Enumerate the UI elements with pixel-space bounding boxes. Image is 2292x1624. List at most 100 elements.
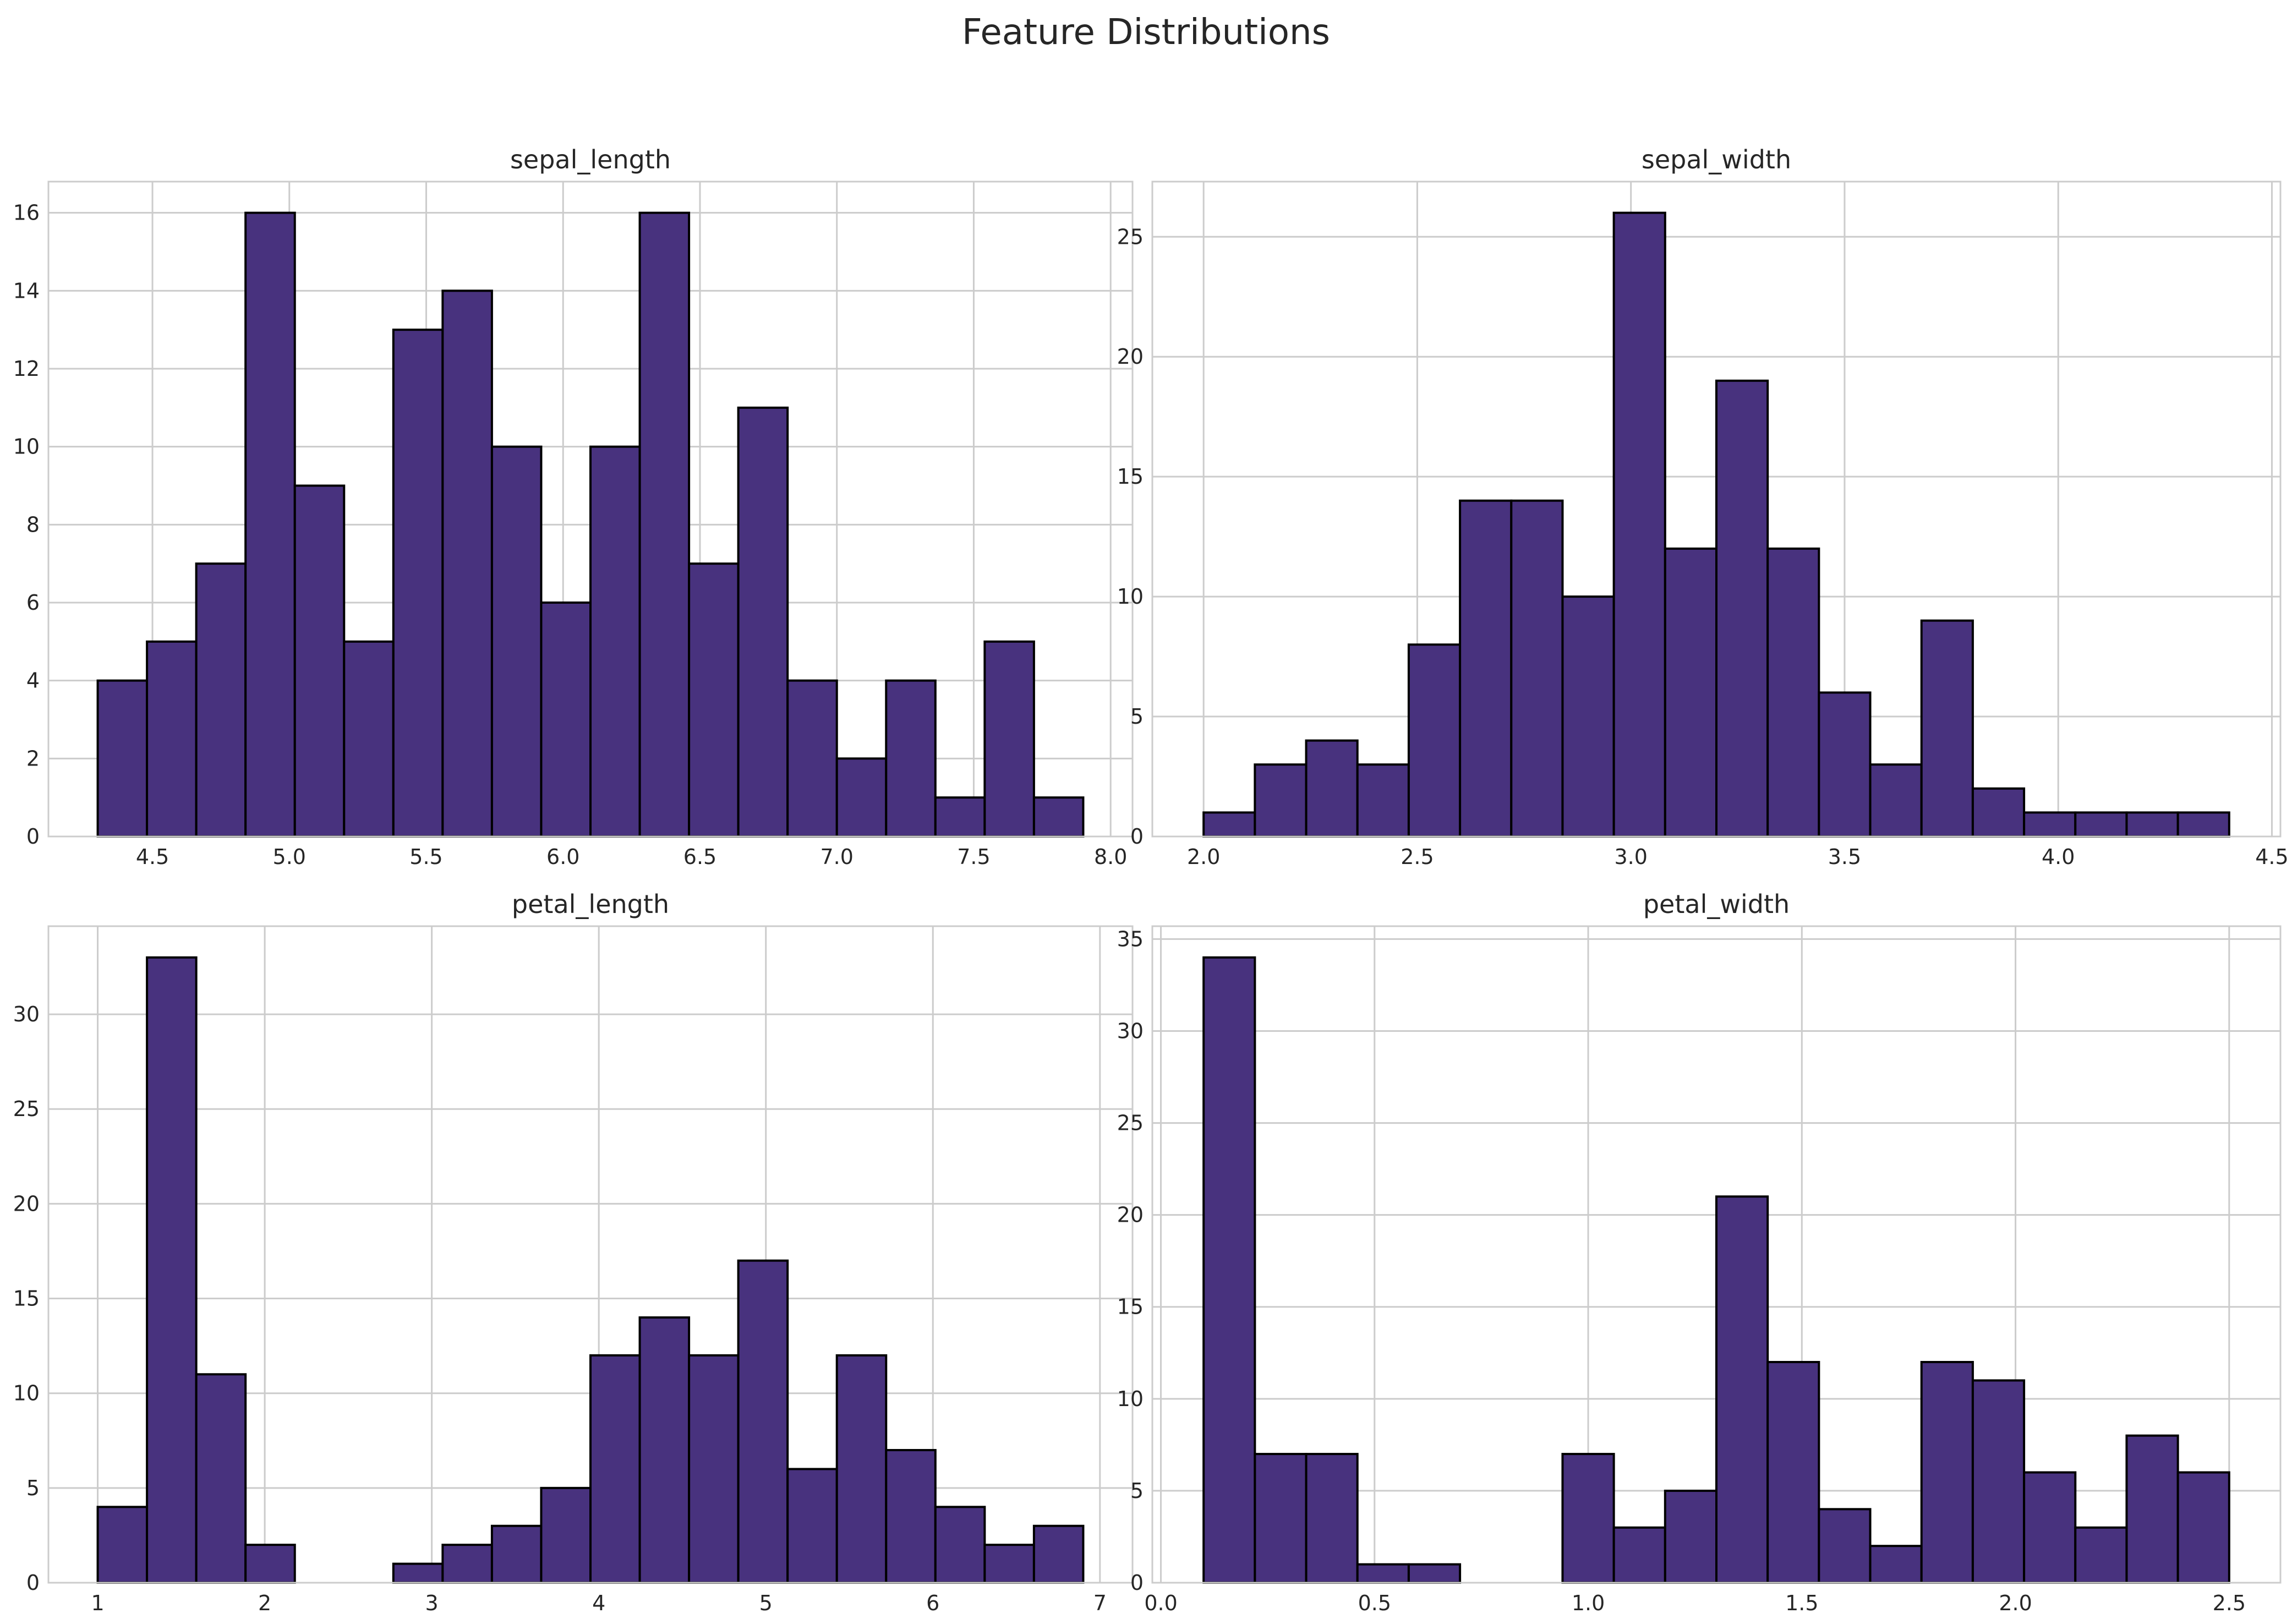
y-tick-label: 5 (26, 1476, 40, 1500)
y-tick-label: 30 (13, 1002, 40, 1026)
y-tick-label: 15 (1117, 464, 1144, 489)
histogram-bar (1664, 1489, 1717, 1584)
histogram-panel-petal-length: petal_length 1 2 3 4 5 6 7 0 5 10 15 20 25 30 (13, 889, 1134, 1615)
histogram-bar (2023, 1471, 2077, 1584)
x-tick-label: 2 (258, 1591, 271, 1615)
histogram-bar (1920, 619, 1974, 838)
histogram-bar (786, 679, 838, 838)
x-tick-label: 7.5 (957, 845, 990, 869)
histogram-plot-area: sepal_length 4.5 5.0 5.5 6.0 6.5 7.0 7.5 8.0 0 2 4 6… (13, 145, 1134, 869)
y-tick-label: 5 (1130, 704, 1144, 729)
histogram-bar (589, 445, 641, 838)
x-tick-label: 1.0 (1572, 1591, 1605, 1615)
histogram-bar (737, 1259, 789, 1584)
y-tick-label: 15 (13, 1287, 40, 1311)
y-tick-label: 0 (26, 824, 40, 849)
y-tick-label: 2 (26, 746, 40, 770)
x-tick-label: 4.0 (2042, 845, 2075, 869)
x-tick-label: 7 (1093, 1591, 1107, 1615)
histogram-bar (1032, 796, 1085, 838)
y-tick-label: 10 (1117, 1387, 1144, 1411)
x-tick-label: 5.0 (273, 845, 306, 869)
y-tick-label: 10 (13, 435, 40, 459)
histogram-bar (688, 1354, 740, 1584)
x-tick-label: 3 (425, 1591, 439, 1615)
histogram-bar (1032, 1524, 1085, 1584)
histogram-bar (343, 640, 395, 838)
histogram-bar (2176, 811, 2230, 838)
histogram-bar (1664, 547, 1717, 838)
histogram-bar (1818, 1508, 1872, 1584)
x-tick-label: 6 (926, 1591, 939, 1615)
x-axis-tick-labels: 2.0 2.5 3.0 3.5 4.0 4.5 (1187, 845, 2289, 869)
y-tick-label: 0 (1130, 824, 1144, 849)
histogram-bar (638, 211, 691, 838)
y-tick-label: 12 (13, 357, 40, 381)
axes-frame (47, 181, 1134, 838)
histogram-bar (490, 445, 543, 838)
histogram-bar (441, 1544, 493, 1584)
histogram-bar (1202, 956, 1256, 1584)
histogram-bar (1869, 1545, 1923, 1584)
axes-frame (1151, 925, 2282, 1584)
histogram-bar (1356, 763, 1410, 838)
histogram-bar (934, 796, 986, 838)
histogram-bar (1254, 763, 1308, 838)
x-tick-label: 7.0 (820, 845, 854, 869)
y-tick-label: 25 (13, 1097, 40, 1121)
y-tick-label: 4 (26, 669, 40, 693)
panel-title: sepal_length (510, 145, 671, 174)
histogram-bar (1869, 763, 1923, 838)
histogram-bar (490, 1524, 543, 1584)
histogram-panel-sepal-length: sepal_length 4.5 5.0 5.5 6.0 6.5 7.0 7.5 8.0 0 2 4 6… (13, 145, 1134, 869)
histogram-bar (983, 1544, 1035, 1584)
histogram-bars (96, 956, 1085, 1584)
histogram-bar (885, 679, 937, 838)
histogram-bar (96, 1506, 149, 1584)
y-tick-label: 25 (1117, 1111, 1144, 1135)
histogram-plot-area: petal_width 0.0 0.5 1.0 1.5 2.0 2.5 0 5 10 15 20 25 3… (1117, 889, 2282, 1615)
x-tick-label: 4.5 (136, 845, 169, 869)
y-tick-label: 30 (1117, 1019, 1144, 1043)
histogram-bar (1612, 1526, 1666, 1584)
x-tick-label: 2.0 (1187, 845, 1220, 869)
panel-title: petal_length (512, 889, 669, 919)
histogram-bar (540, 602, 592, 838)
x-axis-tick-labels: 4.5 5.0 5.5 6.0 6.5 7.0 7.5 8.0 (136, 845, 1128, 869)
histogram-bar (244, 211, 296, 838)
histogram-bar (293, 484, 346, 838)
histogram-bar (2176, 1471, 2230, 1584)
histogram-bar (1561, 595, 1615, 838)
histogram-bar (1561, 1453, 1615, 1584)
histogram-bar (786, 1468, 838, 1584)
histogram-bar (1715, 379, 1769, 838)
histogram-bar (146, 956, 198, 1584)
y-tick-label: 0 (1130, 1571, 1144, 1595)
panel-title: sepal_width (1642, 145, 1791, 174)
histogram-bars (96, 211, 1085, 838)
histogram-bars (1202, 211, 2230, 838)
x-tick-label: 8.0 (1094, 845, 1127, 869)
histogram-bar (1407, 643, 1462, 838)
y-tick-label: 14 (13, 278, 40, 303)
x-tick-label: 1 (91, 1591, 104, 1615)
histogram-bars (1202, 956, 2230, 1584)
histogram-bar (1356, 1563, 1410, 1584)
y-tick-label: 35 (1117, 927, 1144, 951)
histogram-bar (1766, 1360, 1820, 1584)
histogram-bar (2125, 1434, 2179, 1584)
x-tick-label: 4 (592, 1591, 605, 1615)
axes-frame (47, 925, 1134, 1584)
x-tick-label: 0.0 (1144, 1591, 1177, 1615)
histogram-bar (1305, 739, 1359, 838)
x-tick-label: 5.5 (409, 845, 442, 869)
histogram-bar (589, 1354, 641, 1584)
y-axis-tick-labels: 0 5 10 15 20 25 30 35 (1117, 927, 1144, 1595)
x-tick-label: 2.0 (1999, 1591, 2032, 1615)
histogram-bar (146, 640, 198, 838)
histogram-bar (2125, 811, 2179, 838)
y-tick-label: 0 (26, 1571, 40, 1595)
y-tick-label: 10 (1117, 584, 1144, 609)
histogram-bar (638, 1316, 691, 1584)
x-tick-label: 3.5 (1828, 845, 1861, 869)
